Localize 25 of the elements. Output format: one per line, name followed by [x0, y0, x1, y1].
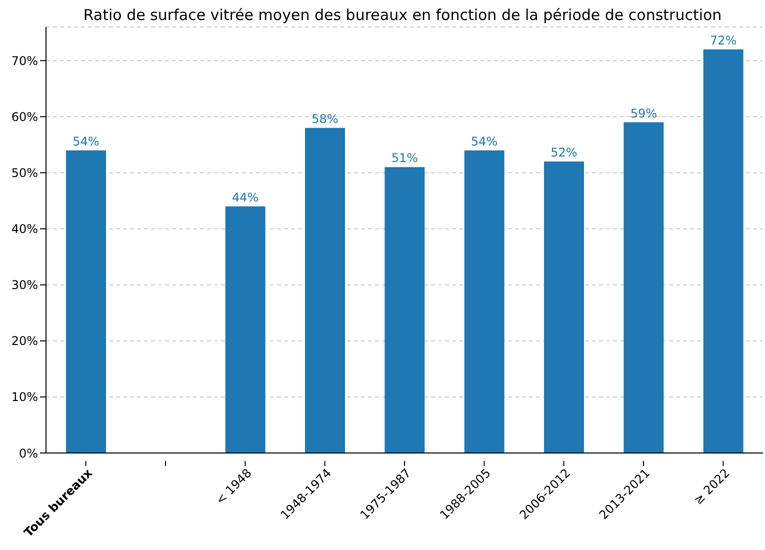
- bar: [464, 150, 504, 453]
- bar: [66, 150, 106, 453]
- y-tick-label: 40%: [11, 222, 38, 236]
- bar: [544, 162, 584, 453]
- y-tick-label: 60%: [11, 110, 38, 124]
- bar: [305, 128, 345, 453]
- bar: [384, 167, 425, 453]
- bar: [624, 122, 664, 453]
- y-tick-label: 10%: [11, 390, 38, 404]
- y-tick-label: 20%: [11, 334, 38, 348]
- data-label: 59%: [630, 106, 658, 120]
- data-label: 44%: [232, 190, 259, 204]
- data-label: 51%: [391, 151, 418, 166]
- data-label: 54%: [470, 134, 498, 148]
- bar: [703, 49, 744, 453]
- y-tick-label: 0%: [18, 446, 38, 460]
- chart-title: Ratio de surface vitrée moyen des bureaux en fonction de la période de construction: [82, 6, 723, 24]
- data-label: 54%: [72, 134, 100, 148]
- data-label: 72%: [710, 33, 737, 48]
- data-label: 58%: [312, 112, 338, 126]
- bar: [225, 206, 266, 453]
- y-tick-label: 30%: [11, 278, 38, 292]
- y-tick-label: 50%: [11, 166, 38, 180]
- y-tick-label: 70%: [11, 54, 38, 68]
- data-label: 52%: [550, 146, 578, 160]
